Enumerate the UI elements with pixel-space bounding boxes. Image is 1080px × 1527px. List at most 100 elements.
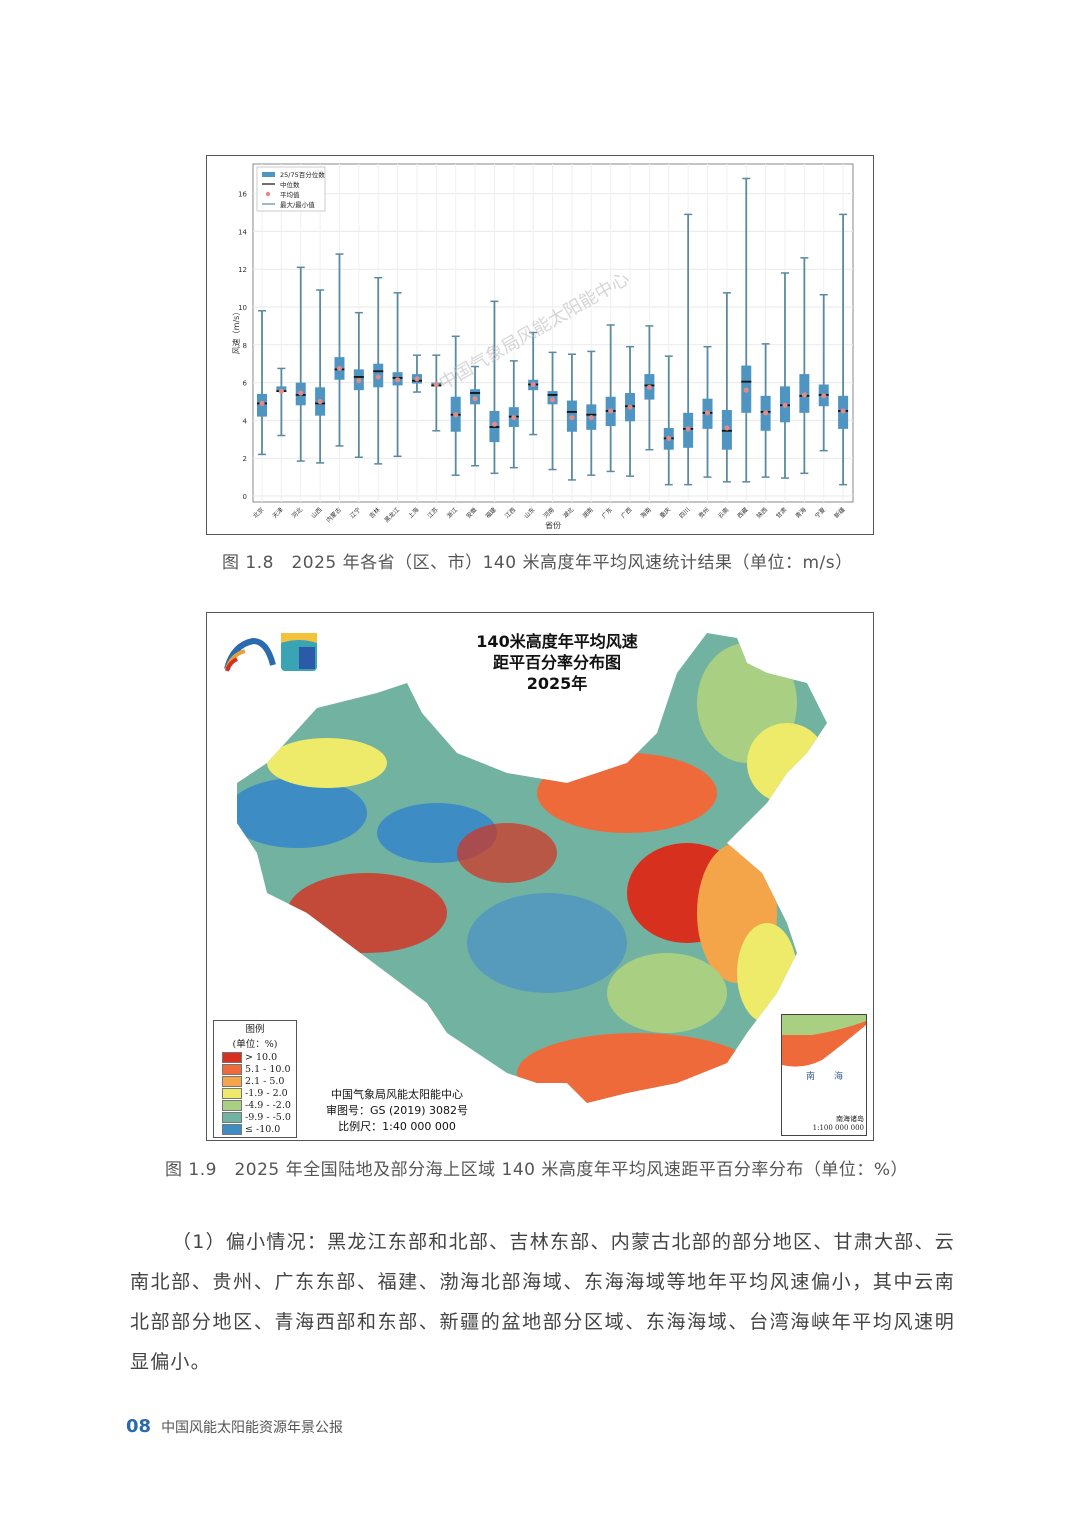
mean-marker: [511, 414, 517, 421]
mean-marker: [336, 365, 343, 372]
x-tick-label: 湖北: [561, 506, 575, 520]
credit-review-number: 审图号：GS (2019) 3082号: [325, 1104, 469, 1117]
mean-marker: [414, 376, 420, 382]
legend-label: -9.9 - -5.0: [245, 1111, 291, 1123]
x-tick-label: 内蒙古: [324, 506, 342, 524]
x-tick-label: 甘肃: [774, 506, 788, 520]
south-china-sea-inset: 南 海 南海诸岛 1:100 000 000: [781, 1014, 867, 1136]
mean-marker: [317, 398, 323, 405]
x-tick-label: 新疆: [832, 506, 846, 520]
inset-scale: 1:100 000 000: [812, 1124, 864, 1132]
legend-label: 最大/最小值: [280, 200, 315, 209]
legend-unit: (单位：%): [232, 1039, 278, 1050]
page-number: 08: [126, 1416, 152, 1437]
x-tick-label: 陕西: [755, 506, 769, 520]
mean-marker: [588, 414, 594, 421]
y-tick-label: 16: [238, 191, 247, 199]
legend-item: > 10.0: [222, 1051, 296, 1063]
legend-swatch: [222, 1099, 242, 1111]
mean-marker: [646, 384, 652, 390]
x-axis-label: 省份: [545, 520, 561, 530]
y-tick-label: 4: [243, 417, 248, 425]
x-tick-label: 贵州: [697, 506, 711, 520]
mean-marker: [394, 377, 401, 383]
x-tick-label: 辽宁: [348, 506, 362, 520]
mean-marker: [530, 381, 536, 388]
mean-marker: [472, 396, 478, 402]
mean-marker: [278, 388, 284, 394]
x-tick-label: 江苏: [426, 506, 440, 520]
mean-marker: [608, 408, 614, 414]
mean-marker: [666, 435, 672, 441]
map-title: 140米高度年平均风速 距平百分率分布图 2025年: [427, 631, 687, 694]
x-tick-label: 四川: [678, 506, 691, 519]
x-tick-label: 河北: [290, 506, 304, 520]
mean-marker: [724, 425, 730, 431]
mean-marker: [549, 397, 556, 403]
mean-marker: [356, 378, 362, 384]
legend-item: -9.9 - -5.0: [222, 1111, 296, 1123]
legend-item: -4.9 - -2.0: [222, 1099, 296, 1111]
legend-swatch: [222, 1063, 242, 1075]
inset-map: [782, 1015, 866, 1067]
mean-marker: [491, 421, 498, 427]
mean-marker: [801, 392, 807, 398]
boxplot-figure: 0 2 4 6 8 10 12 14 16 风速（m/s） 省份 北京 天津 河北 山西 内蒙古 辽宁 吉林 黑龙江…: [206, 155, 874, 535]
x-tick-label: 福建: [484, 506, 498, 520]
mean-marker: [375, 374, 381, 380]
x-tick-label: 宁夏: [813, 506, 827, 520]
legend-swatch: [222, 1111, 242, 1123]
x-tick-label: 山东: [522, 506, 536, 520]
mean-marker: [627, 404, 633, 410]
legend-label: 平均值: [280, 190, 300, 199]
legend-label: ≤ -10.0: [245, 1123, 281, 1135]
x-tick-label: 黑龙江: [383, 506, 401, 524]
y-tick-label: 0: [243, 493, 247, 501]
y-tick-label: 6: [243, 380, 248, 388]
legend-label: -1.9 - 2.0: [245, 1087, 288, 1099]
body-paragraph: （1）偏小情况：黑龙江东部和北部、吉林东部、内蒙古北部的部分地区、甘肃大部、云南…: [130, 1231, 955, 1373]
x-tick-label: 北京: [251, 506, 265, 520]
legend-item: ≤ -10.0: [222, 1123, 296, 1135]
legend-swatch: [222, 1075, 242, 1087]
x-tick-label: 海南: [639, 506, 653, 520]
legend-item: 2.1 - 5.0: [222, 1075, 296, 1087]
legend-label: 5.1 - 10.0: [245, 1063, 291, 1075]
x-tick-label: 湖南: [581, 506, 595, 520]
legend-label: 25/75百分位数: [280, 170, 325, 179]
y-tick-label: 14: [238, 228, 247, 236]
inset-label: 南海诸岛: [836, 1115, 864, 1123]
x-tick-label: 云南: [716, 506, 730, 520]
y-axis-label: 风速（m/s）: [232, 308, 241, 355]
x-tick-label: 江西: [504, 506, 517, 519]
x-tick-label: 安徽: [464, 506, 478, 520]
x-tick-label: 上海: [406, 506, 420, 520]
map-credits: 中国气象局风能太阳能中心 审图号：GS (2019) 3082号 比例尺：1:4…: [312, 1087, 482, 1135]
publication-title: 中国风能太阳能资源年景公报: [161, 1420, 344, 1436]
x-tick-label: 河南: [542, 506, 556, 520]
inset-sea-label-1: 南: [806, 1072, 816, 1082]
mean-marker: [453, 412, 459, 418]
credit-org: 中国气象局风能太阳能中心: [331, 1088, 463, 1101]
mean-marker: [763, 410, 769, 416]
mean-marker: [259, 400, 265, 406]
mean-marker: [433, 381, 439, 388]
y-tick-label: 12: [238, 266, 247, 274]
mean-marker: [840, 408, 846, 414]
china-wind-anomaly-map: [237, 633, 827, 1103]
mean-marker: [685, 426, 691, 432]
legend-item: 5.1 - 10.0: [222, 1063, 296, 1075]
x-tick-label: 山西: [309, 506, 323, 520]
inset-caption: 南海诸岛 1:100 000 000: [813, 1115, 864, 1133]
x-tick-label: 吉林: [367, 506, 381, 520]
figure-caption-1-8: 图 1.8 2025 年各省（区、市）140 米高度年平均风速统计结果（单位：m…: [222, 553, 853, 573]
mean-marker: [569, 414, 575, 421]
boxplot-chart: 0 2 4 6 8 10 12 14 16 风速（m/s） 省份 北京 天津 河北 山西 内蒙古 辽宁 吉林 黑龙江…: [232, 163, 854, 530]
y-tick-label: 8: [243, 342, 247, 350]
mean-marker: [704, 410, 711, 416]
legend-box-swatch: [262, 172, 275, 177]
legend-swatch: [222, 1123, 242, 1135]
x-tick-label: 广东: [600, 506, 614, 520]
inset-sea-label-2: 海: [834, 1072, 844, 1082]
legend-swatch: [222, 1087, 242, 1099]
